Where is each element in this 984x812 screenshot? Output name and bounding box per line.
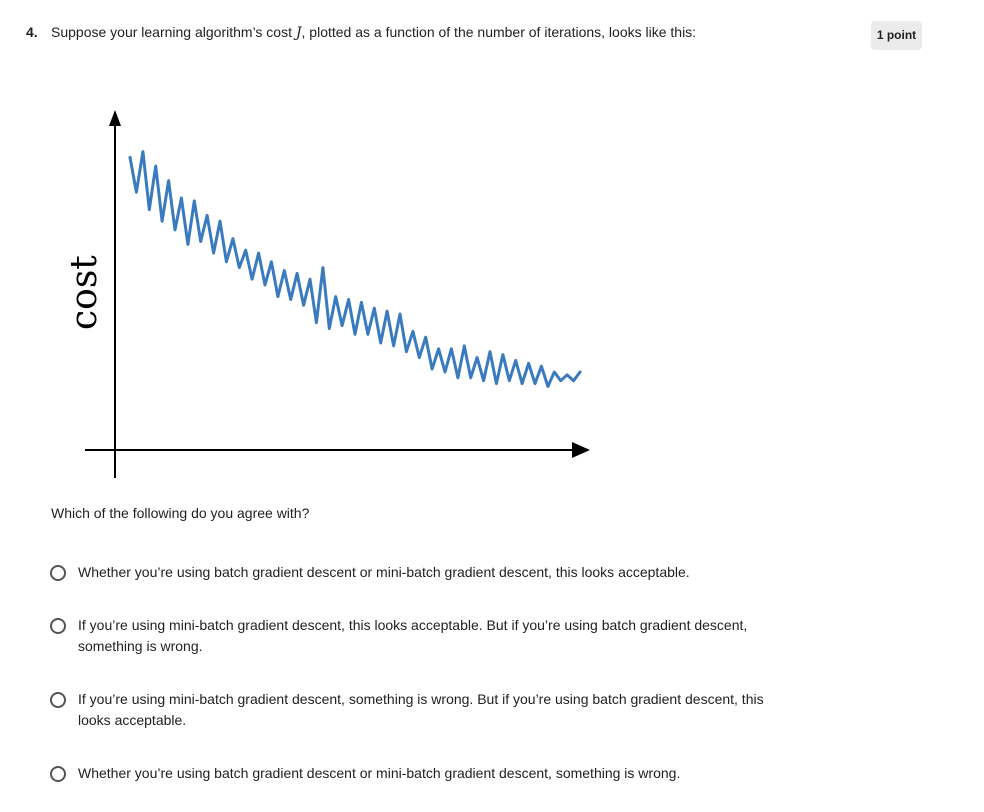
radio-button[interactable]: [50, 692, 66, 708]
option-label: If you’re using mini-batch gradient desc…: [78, 691, 764, 728]
question-text-before: Suppose your learning algorithm’s cost: [51, 24, 296, 40]
option-3[interactable]: If you’re using mini-batch gradient desc…: [50, 691, 800, 731]
cost-chart: cost: [60, 100, 600, 490]
series-group: [128, 150, 582, 388]
option-label: Whether you’re using batch gradient desc…: [78, 765, 681, 781]
points-badge: 1 point: [871, 21, 922, 50]
radio-button[interactable]: [50, 766, 66, 782]
cost-series-line: [128, 150, 582, 388]
question-text-after: , plotted as a function of the number of…: [301, 24, 697, 40]
option-label: Whether you’re using batch gradient desc…: [78, 564, 690, 580]
x-axis-arrow: [572, 442, 590, 458]
prompt-text: Which of the following do you agree with…: [51, 505, 310, 521]
option-4[interactable]: Whether you’re using batch gradient desc…: [50, 765, 800, 784]
question-number: 4.: [26, 24, 38, 40]
math-symbol: J: [295, 25, 302, 41]
y-axis-label: cost: [64, 255, 105, 330]
radio-button[interactable]: [50, 618, 66, 634]
y-axis-arrow: [109, 110, 121, 126]
option-2[interactable]: If you’re using mini-batch gradient desc…: [50, 617, 800, 657]
option-1[interactable]: Whether you’re using batch gradient desc…: [50, 564, 800, 583]
question-text: Suppose your learning algorithm’s cost J…: [51, 24, 696, 41]
radio-button[interactable]: [50, 565, 66, 581]
cost-chart-svg: cost: [64, 110, 590, 478]
option-label: If you’re using mini-batch gradient desc…: [78, 617, 748, 654]
